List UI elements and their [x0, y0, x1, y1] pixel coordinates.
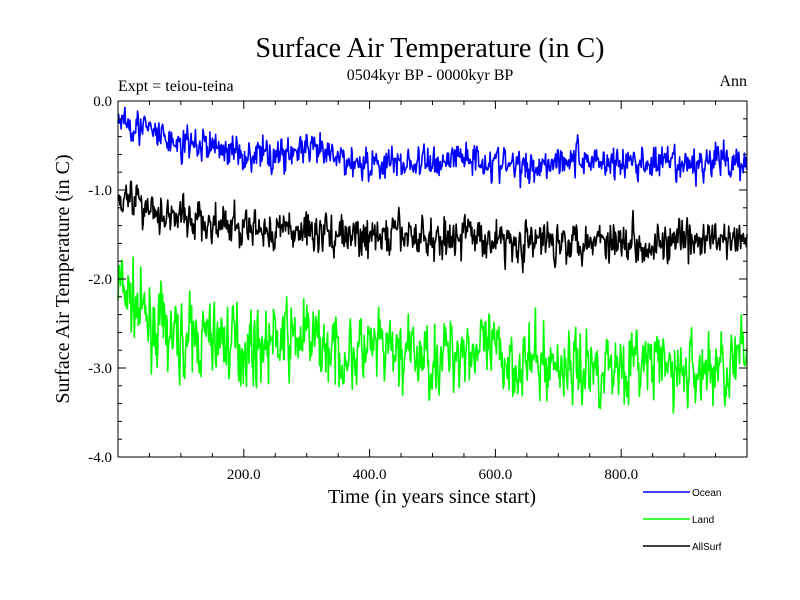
x-tick-label: 800.0 — [604, 467, 638, 483]
legend-label-land: Land — [692, 515, 714, 526]
chart-title: Surface Air Temperature (in C) — [256, 33, 605, 64]
series-line-ocean — [117, 106, 748, 189]
x-tick-label: 600.0 — [479, 467, 513, 483]
x-axis-label: Time (in years since start) — [328, 486, 536, 508]
plot-lines — [117, 106, 748, 414]
chart-subtitle: 0504kyr BP - 0000kyr BP — [347, 67, 514, 84]
y-axis-label: Surface Air Temperature (in C) — [52, 154, 74, 403]
x-tick-label: 400.0 — [353, 467, 387, 483]
plot-frame — [117, 100, 748, 458]
experiment-label: Expt = teiou-teina — [118, 78, 234, 95]
x-tick-label: 200.0 — [227, 467, 261, 483]
series-line-land — [117, 256, 748, 414]
legend-label-ocean: Ocean — [692, 488, 721, 499]
legend: Ocean Land AllSurf — [643, 488, 722, 553]
y-tick-label: -1.0 — [88, 183, 112, 199]
series-line-allsurf — [117, 180, 748, 274]
y-tick-label: -4.0 — [88, 450, 112, 466]
y-tick-label: 0.0 — [93, 94, 112, 110]
tick-labels: 200.0 400.0 600.0 800.0 0.0 -1.0 -2.0 -3.0 -4.0 — [88, 94, 638, 483]
season-label: Ann — [719, 73, 747, 90]
legend-label-allsurf: AllSurf — [692, 542, 722, 553]
y-tick-label: -3.0 — [88, 361, 112, 377]
y-tick-label: -2.0 — [88, 272, 112, 288]
